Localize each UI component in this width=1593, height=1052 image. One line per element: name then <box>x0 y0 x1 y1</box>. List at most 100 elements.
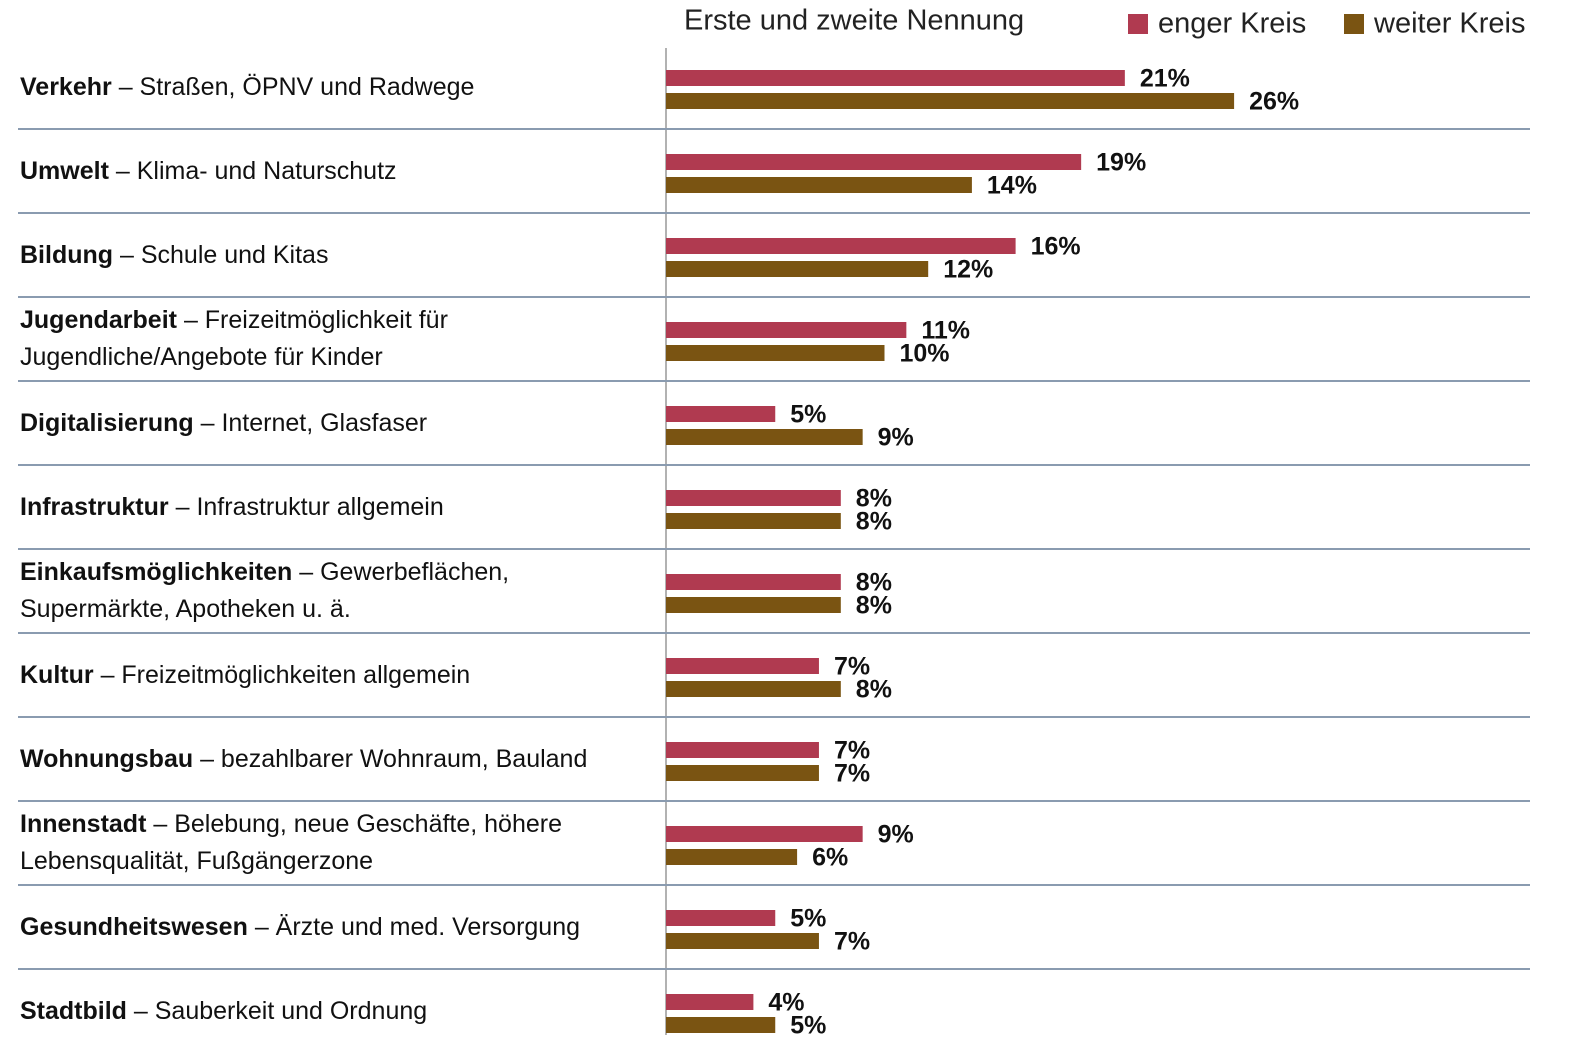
value-label: 8% <box>856 508 892 536</box>
category-bold: Kultur <box>20 660 94 689</box>
bar <box>666 154 1082 170</box>
category-bold: Innenstadt <box>20 810 147 838</box>
value-label: 8% <box>856 676 892 704</box>
category-text: Stadtbild – Sauberkeit und Ordnung <box>20 993 427 1030</box>
legend-label: weiter Kreis <box>1373 8 1526 40</box>
category-bold: Umwelt <box>20 156 109 185</box>
category-text: Bildung – Schule und Kitas <box>20 237 328 274</box>
category-text: Einkaufsmöglichkeiten – Gewerbeflächen, … <box>20 554 650 628</box>
value-label: 5% <box>790 1012 826 1040</box>
category-rest: – Belebung, neue Geschäfte, höhere Leben… <box>20 810 563 875</box>
bar <box>666 849 798 865</box>
value-label: 14% <box>987 172 1037 200</box>
value-label: 9% <box>878 424 914 452</box>
bar <box>666 765 819 781</box>
category-text: Gesundheitswesen – Ärzte und med. Versor… <box>20 909 580 946</box>
bar <box>666 238 1016 254</box>
category-label: Einkaufsmöglichkeiten – Gewerbeflächen, … <box>20 549 650 633</box>
bar <box>666 681 841 697</box>
category-label: Gesundheitswesen – Ärzte und med. Versor… <box>20 885 650 969</box>
category-bold: Bildung <box>20 240 114 269</box>
category-label: Stadtbild – Sauberkeit und Ordnung <box>20 969 650 1052</box>
value-label: 11% <box>921 317 970 345</box>
bar <box>666 658 819 674</box>
bar <box>666 177 972 193</box>
value-label: 26% <box>1249 88 1299 116</box>
bar <box>666 513 841 529</box>
legend-label: enger Kreis <box>1158 8 1306 40</box>
bar <box>666 1017 776 1033</box>
value-label: 6% <box>812 844 848 872</box>
value-label: 7% <box>834 653 870 681</box>
bar <box>666 742 819 758</box>
category-rest: – Freizeitmöglichkeiten allgemein <box>100 660 471 689</box>
value-label: 7% <box>834 737 870 765</box>
category-text: Infrastruktur – Infrastruktur allgemein <box>20 489 444 526</box>
value-label: 8% <box>856 569 892 597</box>
bar <box>666 406 776 422</box>
category-rest: – Ärzte und med. Versorgung <box>254 912 581 941</box>
category-text: Jugendarbeit – Freizeitmöglichkeit für J… <box>20 302 650 376</box>
value-label: 7% <box>834 928 870 956</box>
bar <box>666 933 819 949</box>
value-label: 19% <box>1096 149 1146 177</box>
legend-swatch <box>1128 14 1148 34</box>
category-bold: Verkehr <box>20 72 112 101</box>
bar <box>666 826 863 842</box>
value-label: 5% <box>790 401 826 429</box>
category-text: Innenstadt – Belebung, neue Geschäfte, h… <box>20 806 650 880</box>
category-text: Wohnungsbau – bezahlbarer Wohnraum, Baul… <box>20 741 587 778</box>
category-rest: – bezahlbarer Wohnraum, Bauland <box>200 744 588 773</box>
legend-swatch <box>1344 14 1364 34</box>
value-label: 8% <box>856 592 892 620</box>
category-rest: – Straßen, ÖPNV und Radwege <box>118 72 475 101</box>
bar <box>666 490 841 506</box>
category-label: Wohnungsbau – bezahlbarer Wohnraum, Baul… <box>20 717 650 801</box>
category-label: Digitalisierung – Internet, Glasfaser <box>20 381 650 465</box>
category-label: Verkehr – Straßen, ÖPNV und Radwege <box>20 45 650 129</box>
category-label: Kultur – Freizeitmöglichkeiten allgemein <box>20 633 650 717</box>
value-label: 16% <box>1031 233 1081 261</box>
category-label: Infrastruktur – Infrastruktur allgemein <box>20 465 650 549</box>
category-rest: – Schule und Kitas <box>119 240 329 269</box>
bar <box>666 70 1125 86</box>
value-label: 12% <box>943 256 993 284</box>
category-text: Verkehr – Straßen, ÖPNV und Radwege <box>20 69 474 106</box>
category-bold: Jugendarbeit <box>20 306 177 334</box>
category-rest: – Sauberkeit und Ordnung <box>133 996 428 1025</box>
bar <box>666 261 929 277</box>
category-bold: Einkaufsmöglichkeiten <box>20 558 293 586</box>
bar <box>666 597 841 613</box>
category-bold: Gesundheitswesen <box>20 912 248 941</box>
bar <box>666 429 863 445</box>
bar <box>666 910 776 926</box>
category-rest: – Internet, Glasfaser <box>200 408 428 437</box>
category-rest: – Freizeitmöglichkeit für Jugendliche/An… <box>20 306 448 371</box>
value-label: 8% <box>856 485 892 513</box>
category-rest: – Gewerbeflächen, Supermärkte, Apotheken… <box>20 558 510 623</box>
chart-title: Erste und zweite Nennung <box>684 5 1024 37</box>
value-label: 5% <box>790 905 826 933</box>
bar <box>666 322 907 338</box>
category-bold: Infrastruktur <box>20 492 169 521</box>
value-label: 4% <box>768 989 804 1017</box>
bar <box>666 994 754 1010</box>
category-label: Jugendarbeit – Freizeitmöglichkeit für J… <box>20 297 650 381</box>
value-label: 7% <box>834 760 870 788</box>
category-label: Umwelt – Klima- und Naturschutz <box>20 129 650 213</box>
category-label: Bildung – Schule und Kitas <box>20 213 650 297</box>
category-bold: Wohnungsbau <box>20 744 194 773</box>
value-label: 9% <box>878 821 914 849</box>
category-text: Digitalisierung – Internet, Glasfaser <box>20 405 427 442</box>
category-bold: Digitalisierung <box>20 408 194 437</box>
bar <box>666 574 841 590</box>
value-label: 10% <box>900 340 950 368</box>
category-bold: Stadtbild <box>20 996 127 1025</box>
category-rest: – Klima- und Naturschutz <box>115 156 397 185</box>
bar <box>666 345 885 361</box>
category-text: Umwelt – Klima- und Naturschutz <box>20 153 397 190</box>
bar <box>666 93 1235 109</box>
category-label: Innenstadt – Belebung, neue Geschäfte, h… <box>20 801 650 885</box>
